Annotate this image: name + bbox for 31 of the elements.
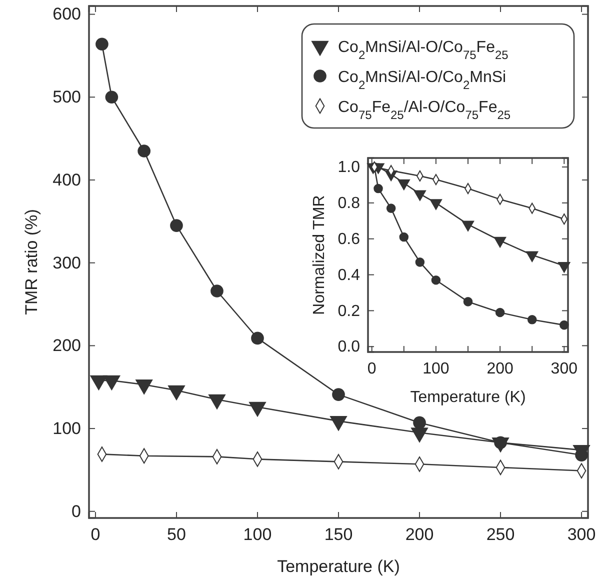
x-axis-title: Temperature (K) — [277, 557, 400, 576]
x-tick-label: 100 — [243, 525, 272, 544]
y-tick-label: 0 — [72, 502, 81, 521]
x-tick-label: 150 — [324, 525, 353, 544]
y-tick-label: 0.2 — [338, 302, 360, 320]
x-tick-label: 200 — [486, 360, 514, 378]
y-tick-label: 500 — [52, 88, 81, 107]
x-axis-title: Temperature (K) — [410, 389, 526, 406]
x-tick-label: 300 — [567, 525, 596, 544]
y-tick-label: 300 — [52, 253, 81, 272]
x-tick-label: 50 — [167, 525, 186, 544]
x-tick-label: 250 — [486, 525, 515, 544]
y-tick-label: 0.8 — [338, 195, 360, 212]
legend-label: Co$_{2}$MnSi/Al-O/Co$_{75}$Fe$_{25}$ — [338, 39, 509, 62]
y-tick-label: 200 — [52, 336, 81, 356]
legend-label: Co$_{2}$MnSi/Al-O/Co$_{2}$MnSi — [338, 69, 506, 92]
y-tick-label: 0.4 — [338, 266, 360, 284]
x-tick-label: 300 — [550, 360, 578, 378]
x-tick-label: 200 — [405, 525, 434, 544]
y-axis-title: TMR ratio (%) — [22, 209, 41, 315]
x-tick-label: 0 — [367, 360, 376, 378]
y-tick-label: 600 — [52, 4, 81, 24]
y-tick-label: 100 — [52, 418, 81, 438]
y-tick-label: 400 — [52, 170, 81, 190]
x-tick-label: 0 — [90, 525, 100, 544]
y-tick-label: 0.6 — [338, 230, 360, 248]
y-axis-title: Normalized TMR — [311, 195, 328, 315]
y-tick-label: 0.0 — [338, 338, 360, 356]
legend-label: Co$_{75}$Fe$_{25}$/Al-O/Co$_{75}$Fe$_{25}$ — [338, 99, 511, 122]
x-tick-label: 100 — [422, 360, 450, 378]
y-tick-label: 1.0 — [338, 159, 360, 176]
